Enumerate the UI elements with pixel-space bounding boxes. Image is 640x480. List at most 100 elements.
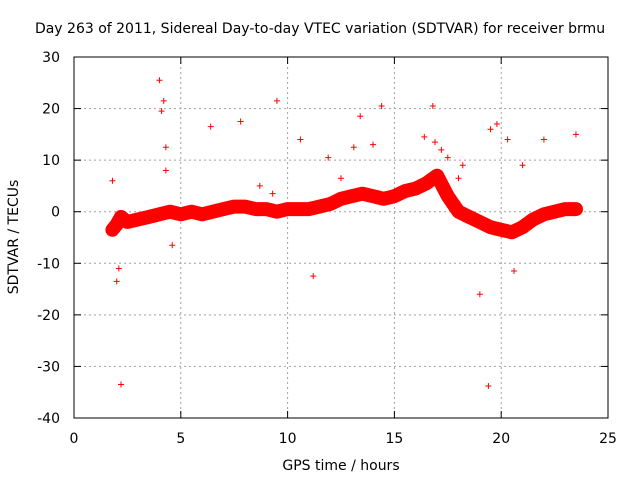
data-point — [487, 126, 494, 133]
data-point — [370, 193, 377, 200]
data-point — [540, 211, 547, 218]
data-point — [145, 213, 152, 220]
data-point — [220, 206, 227, 213]
data-point — [498, 226, 505, 233]
data-point — [273, 208, 280, 215]
x-tick-label: 15 — [385, 431, 403, 447]
data-point — [316, 203, 323, 210]
data-point — [135, 216, 142, 223]
data-point — [487, 224, 494, 231]
data-point — [158, 108, 165, 115]
data-point — [124, 219, 131, 226]
data-point — [231, 203, 238, 210]
y-tick-label: -40 — [37, 411, 60, 427]
y-tick-label: 30 — [42, 50, 60, 66]
data-band — [105, 168, 583, 240]
data-points — [109, 77, 579, 390]
data-point — [169, 242, 176, 249]
y-tick-label: -10 — [37, 256, 60, 272]
data-point — [113, 278, 120, 285]
chart-title: Day 263 of 2011, Sidereal Day-to-day VTE… — [35, 21, 605, 37]
data-point — [325, 154, 332, 161]
data-point — [310, 273, 317, 280]
data-point — [551, 208, 558, 215]
data-point — [162, 144, 169, 151]
data-point — [572, 131, 579, 138]
tick-marks — [73, 56, 609, 419]
data-point — [412, 185, 419, 192]
data-band-path — [105, 168, 583, 240]
data-point — [273, 97, 280, 104]
data-point — [115, 265, 122, 272]
data-point — [504, 136, 511, 143]
data-point — [429, 102, 436, 109]
data-point — [207, 123, 214, 130]
data-point — [421, 133, 428, 140]
y-tick-label: 10 — [42, 153, 60, 169]
data-point — [109, 177, 116, 184]
data-point — [295, 206, 302, 213]
y-tick-labels: -40 -30 -20 -10 0 10 20 30 — [37, 50, 60, 427]
data-point — [160, 97, 167, 104]
data-point — [338, 175, 344, 182]
data-point — [359, 190, 366, 197]
plot-frame — [73, 56, 609, 419]
data-point — [562, 206, 569, 213]
data-point — [209, 208, 216, 215]
x-tick-label: 5 — [176, 431, 185, 447]
data-point — [444, 193, 451, 200]
data-point — [162, 167, 169, 174]
data-point — [237, 118, 244, 125]
data-point — [199, 211, 206, 218]
data-point — [117, 381, 124, 388]
data-point — [476, 291, 483, 298]
data-point — [156, 211, 163, 218]
data-point — [252, 206, 259, 213]
data-point — [177, 211, 184, 218]
data-point — [438, 146, 445, 153]
data-point — [350, 144, 357, 151]
data-point — [117, 213, 124, 220]
data-point — [511, 268, 518, 275]
data-point — [519, 162, 526, 169]
data-point — [508, 229, 515, 236]
data-point — [156, 77, 163, 84]
grid — [74, 57, 608, 418]
y-tick-label: -20 — [37, 308, 60, 324]
data-point — [357, 113, 364, 120]
y-tick-label: 20 — [42, 102, 60, 118]
data-point — [466, 213, 473, 220]
data-point — [263, 206, 270, 213]
data-point — [297, 136, 304, 143]
data-point — [459, 162, 466, 169]
y-axis-label: SDTVAR / TECUs — [6, 180, 22, 295]
data-point — [327, 200, 334, 207]
data-point — [284, 206, 291, 213]
data-point — [485, 383, 492, 390]
data-point — [572, 206, 579, 213]
data-point — [455, 208, 462, 215]
data-point — [338, 195, 344, 202]
data-point — [530, 216, 537, 223]
y-tick-label: 0 — [51, 205, 60, 221]
data-point — [113, 221, 120, 228]
data-point — [431, 139, 438, 146]
data-point — [519, 224, 526, 231]
x-tick-label: 0 — [70, 431, 79, 447]
data-point — [540, 136, 547, 143]
data-point — [256, 182, 263, 189]
x-axis-label: GPS time / hours — [282, 458, 399, 474]
x-tick-label: 10 — [279, 431, 297, 447]
x-tick-label: 20 — [492, 431, 510, 447]
data-point — [455, 175, 462, 182]
data-point — [305, 206, 312, 213]
data-point — [434, 172, 441, 179]
data-point — [370, 141, 377, 148]
data-point — [188, 208, 195, 215]
data-point — [444, 154, 451, 161]
data-point — [378, 102, 385, 109]
data-point — [476, 219, 483, 226]
data-point — [493, 121, 500, 128]
data-point — [109, 226, 116, 233]
